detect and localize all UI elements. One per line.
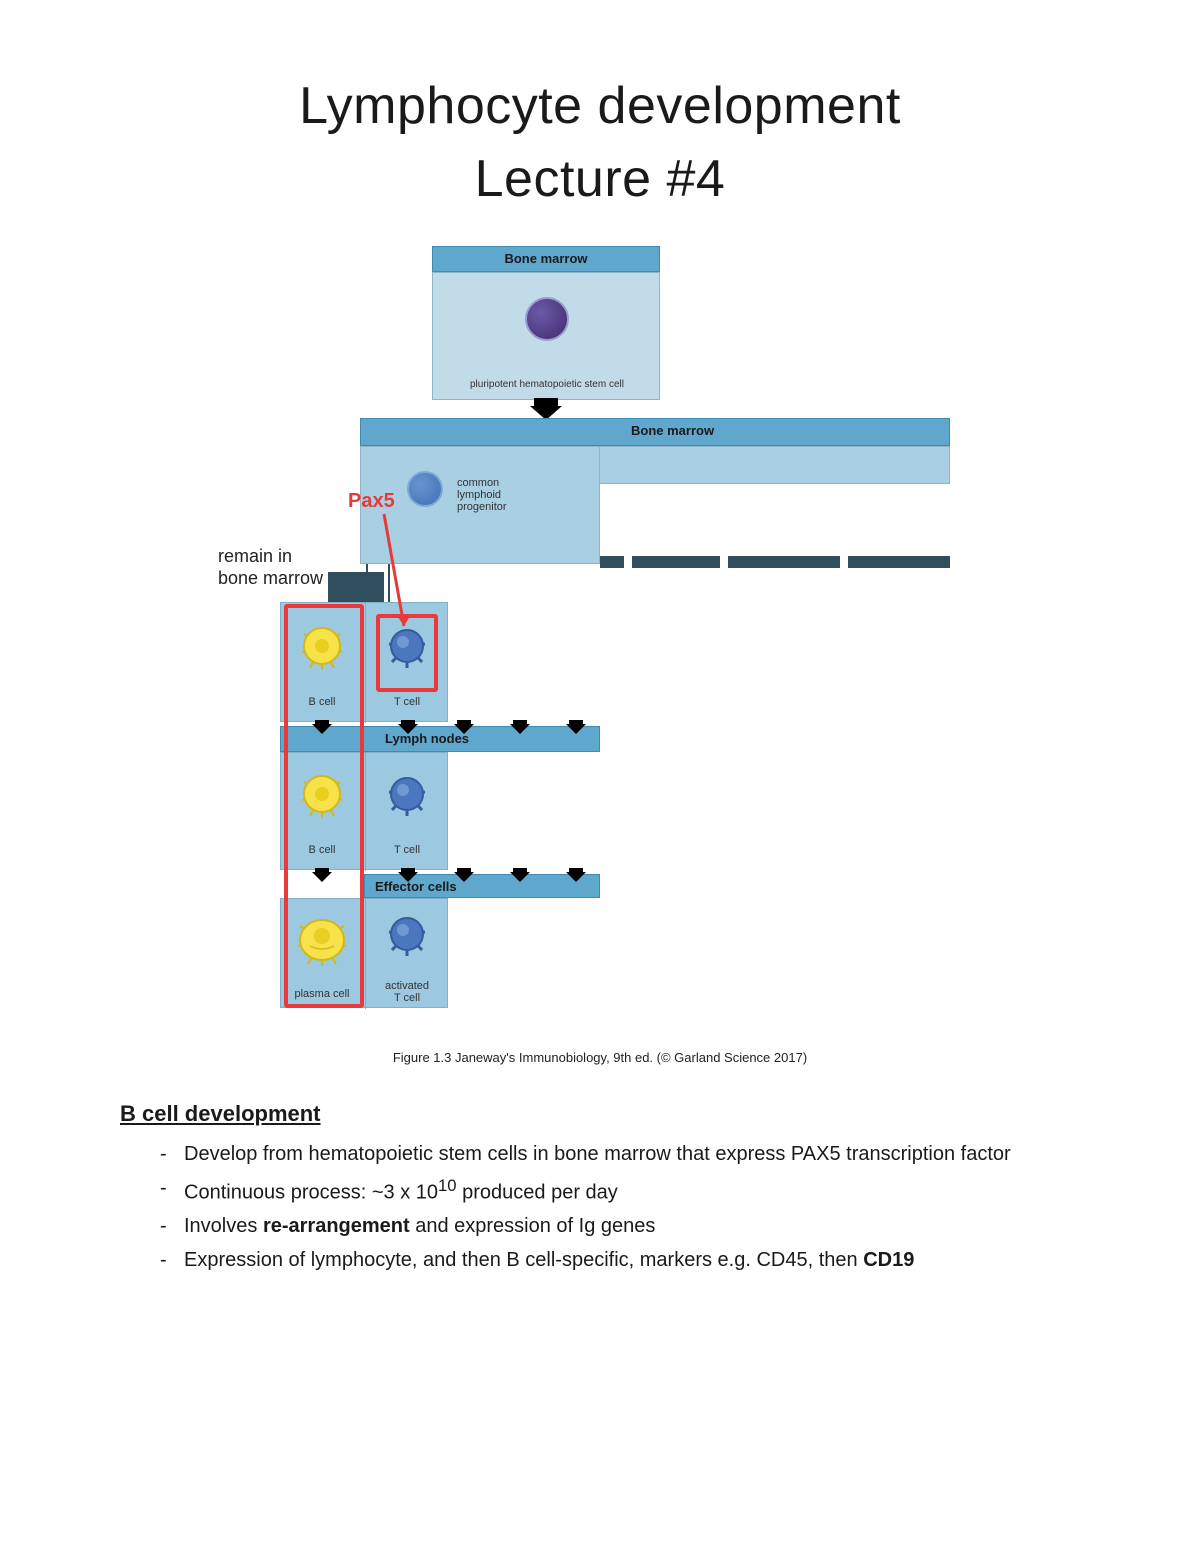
clp-panel-ext xyxy=(600,446,950,484)
list-item: Develop from hematopoietic stem cells in… xyxy=(160,1137,1080,1171)
tcell-icon xyxy=(386,914,428,965)
arrow-down-icon xyxy=(566,868,586,882)
stem-cell-panel: pluripotent hematopoietic stem cell xyxy=(432,272,660,400)
tcell-label: T cell xyxy=(386,844,428,856)
bullet-text: Continuous process: ~3 x 10 xyxy=(184,1181,438,1203)
stem-cell-icon xyxy=(525,297,569,341)
lymphocyte-diagram: Bone marrow pluripotent hematopoietic st… xyxy=(200,246,1000,1026)
arrow-down-icon xyxy=(398,868,418,882)
stem-cell-label: pluripotent hematopoietic stem cell xyxy=(433,379,661,390)
bullet-list: Develop from hematopoietic stem cells in… xyxy=(120,1137,1080,1278)
bullet-bold: re-arrangement xyxy=(263,1215,410,1237)
arrow-down-icon xyxy=(530,398,562,420)
bone-marrow-header-top: Bone marrow xyxy=(432,246,660,272)
header-label: Bone marrow xyxy=(504,251,587,266)
clp-label: common lymphoid progenitor xyxy=(457,477,537,513)
title-line-2: Lecture #4 xyxy=(120,143,1080,216)
red-highlight-tall xyxy=(284,604,364,1008)
arrow-down-icon xyxy=(566,720,586,734)
superscript: 10 xyxy=(438,1176,457,1195)
list-item: Expression of lymphocyte, and then B cel… xyxy=(160,1243,1080,1277)
arrow-down-icon xyxy=(454,868,474,882)
bullet-text: Involves xyxy=(184,1215,263,1237)
bone-marrow-header-wide: Bone marrow xyxy=(360,418,950,446)
arrow-down-icon xyxy=(510,720,530,734)
title-line-1: Lymphocyte development xyxy=(120,70,1080,143)
bullet-bold: CD19 xyxy=(863,1249,914,1271)
arrow-down-icon xyxy=(454,720,474,734)
arrow-down-icon xyxy=(398,720,418,734)
pax5-arrow-icon xyxy=(348,510,428,640)
figure-caption: Figure 1.3 Janeway's Immunobiology, 9th … xyxy=(120,1050,1080,1065)
bullet-text: Develop from hematopoietic stem cells in… xyxy=(184,1143,1011,1165)
bullet-text: and expression of Ig genes xyxy=(410,1215,656,1237)
list-item: Continuous process: ~3 x 1010 produced p… xyxy=(160,1171,1080,1210)
tcell-label: activated T cell xyxy=(378,980,436,1004)
section-heading: B cell development xyxy=(120,1101,1080,1127)
bullet-text: produced per day xyxy=(457,1181,618,1203)
header-label: Bone marrow xyxy=(631,423,714,438)
page-title-block: Lymphocyte development Lecture #4 xyxy=(120,70,1080,216)
clp-cell-icon xyxy=(407,471,443,507)
dark-block xyxy=(600,556,950,568)
remain-annotation: remain in xyxy=(218,546,292,567)
tcell-label: T cell xyxy=(386,696,428,708)
arrow-down-icon xyxy=(510,868,530,882)
bullet-text: Expression of lymphocyte, and then B cel… xyxy=(184,1249,863,1271)
list-item: Involves re-arrangement and expression o… xyxy=(160,1209,1080,1243)
tcell-icon xyxy=(386,774,428,825)
bone-annotation: bone marrow xyxy=(218,568,323,589)
